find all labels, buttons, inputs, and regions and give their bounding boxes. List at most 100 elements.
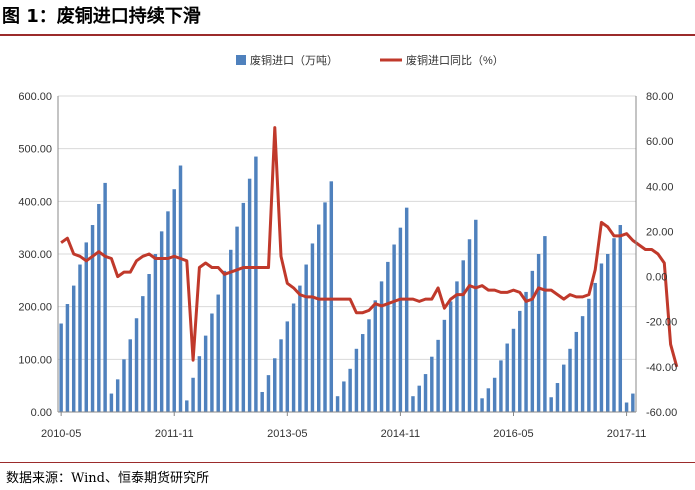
bar <box>467 239 472 412</box>
bar <box>266 375 271 412</box>
left-axis-tick-label: 400.00 <box>18 196 52 208</box>
bar <box>536 254 541 412</box>
bar <box>210 313 214 412</box>
bar <box>222 270 227 412</box>
right-axis-tick-label: 0.00 <box>646 272 667 284</box>
bar <box>260 391 264 412</box>
bar <box>90 225 95 412</box>
bar <box>191 377 195 412</box>
bar <box>448 301 453 412</box>
bar <box>65 304 70 412</box>
bar <box>436 339 440 412</box>
bar <box>298 285 302 412</box>
bar <box>386 261 390 412</box>
right-axis-tick-label: -60.00 <box>646 407 677 419</box>
bar <box>373 300 377 412</box>
left-axis-tick-label: 600.00 <box>18 91 52 103</box>
bar <box>518 310 522 412</box>
left-axis-tick-label: 100.00 <box>18 354 52 366</box>
left-axis-tick-label: 300.00 <box>18 249 52 261</box>
bar <box>455 281 459 412</box>
bar <box>430 356 434 412</box>
bar <box>411 396 415 412</box>
bar <box>593 282 597 412</box>
bar <box>354 348 359 412</box>
x-axis-tick-label: 2017-11 <box>607 428 647 440</box>
legend-bar-label: 废铜进口（万吨） <box>250 53 338 67</box>
footer-divider <box>0 462 695 463</box>
bar <box>404 207 409 412</box>
bar <box>335 396 340 412</box>
bar <box>285 321 290 412</box>
line-series <box>60 126 679 368</box>
gridlines <box>58 95 636 413</box>
figure-title: 图 1：废铜进口持续下滑 <box>2 6 201 27</box>
bar <box>612 238 616 412</box>
bar <box>486 388 491 412</box>
bar <box>423 374 428 412</box>
legend: 废铜进口（万吨） 废铜进口同比（%） <box>236 53 504 67</box>
right-axis-tick-label: -20.00 <box>646 317 677 329</box>
bar <box>511 328 516 412</box>
bar <box>348 368 352 412</box>
bar <box>71 285 76 412</box>
bar <box>185 400 189 412</box>
bar <box>172 189 176 412</box>
bar <box>97 203 101 412</box>
bar <box>398 227 403 412</box>
left-axis-tick-label: 0.00 <box>31 407 52 419</box>
bar <box>474 219 478 412</box>
right-axis-tick-label: -40.00 <box>646 362 677 374</box>
bar <box>216 294 220 412</box>
bar <box>524 291 528 412</box>
bar <box>555 383 560 412</box>
bar <box>317 224 321 412</box>
bar <box>543 236 547 412</box>
bar <box>618 225 623 412</box>
bar <box>310 243 315 412</box>
bar <box>241 202 246 412</box>
bar <box>304 264 308 412</box>
line-path <box>60 126 679 368</box>
bar <box>599 263 604 412</box>
title-divider <box>0 34 695 36</box>
bar <box>606 254 610 412</box>
x-axis-tick-label: 2010-05 <box>41 428 81 440</box>
bar <box>59 323 63 412</box>
bar <box>480 398 484 412</box>
bar <box>109 393 114 412</box>
bar <box>631 393 635 412</box>
bar <box>360 334 365 412</box>
bar <box>442 319 447 412</box>
x-axis-tick-label: 2013-05 <box>267 428 307 440</box>
right-axis-tick-label: 40.00 <box>646 181 674 193</box>
bar <box>84 242 88 412</box>
bar <box>580 316 585 412</box>
bar <box>166 211 170 412</box>
bar <box>254 156 258 412</box>
bar <box>587 298 591 412</box>
bar <box>392 244 396 412</box>
bar <box>499 360 503 412</box>
x-axis-tick-label: 2011-11 <box>155 428 194 440</box>
bar-series <box>59 156 635 412</box>
bar <box>122 359 126 412</box>
axes: 0.00 100.00 200.00 300.00 400.00 500.00 600.00… <box>18 91 677 440</box>
bar <box>247 178 252 412</box>
bar <box>235 226 239 412</box>
bar <box>153 254 158 412</box>
right-axis-tick-label: 80.00 <box>646 91 674 103</box>
bar <box>229 249 233 412</box>
right-axis-tick-label: 20.00 <box>646 226 674 238</box>
bar <box>279 339 283 412</box>
bar <box>291 303 296 412</box>
bar <box>530 270 535 412</box>
bar <box>78 264 82 412</box>
legend-bar-swatch <box>236 55 246 65</box>
bar <box>273 358 277 412</box>
bar <box>549 397 553 412</box>
chart: 废铜进口（万吨） 废铜进口同比（%） 0.00 100.00 200.00 300.0… <box>18 53 679 440</box>
x-axis-tick-label: 2014-11 <box>381 428 421 440</box>
bar <box>329 181 334 412</box>
x-axis-tick-label: 2016-05 <box>493 428 533 440</box>
